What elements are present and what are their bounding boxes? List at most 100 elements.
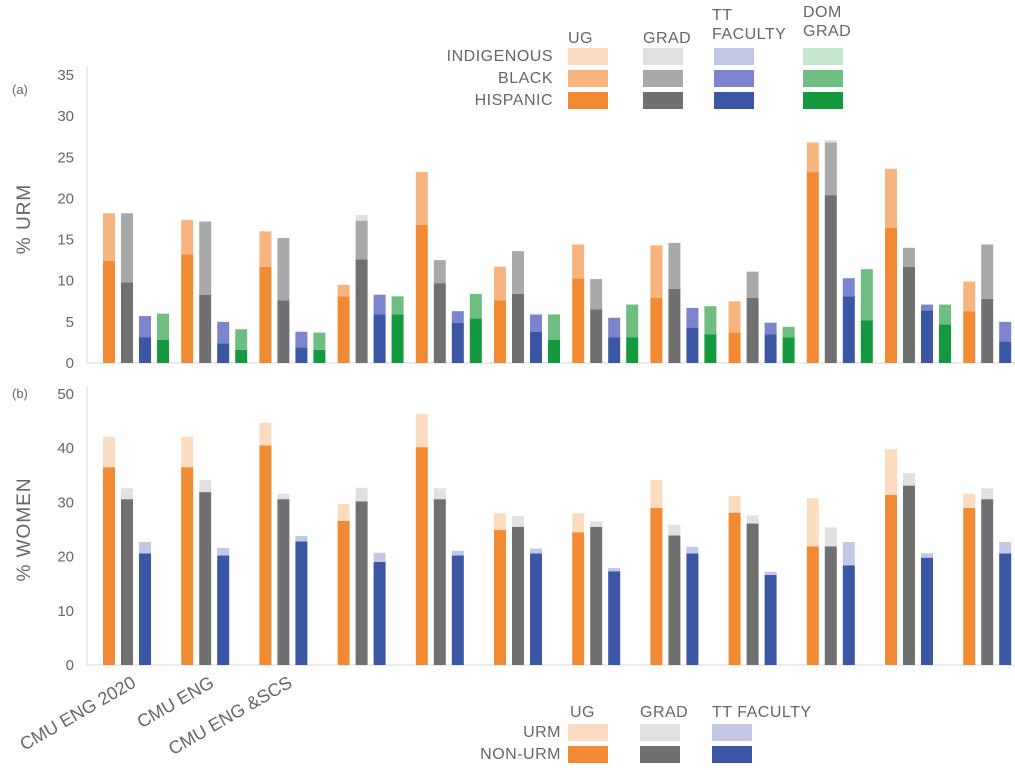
bar-segment-ug-2-1	[259, 231, 272, 267]
bar-segment-ug-7-0	[650, 507, 663, 665]
bar-segment-grad-8-1	[746, 515, 759, 524]
legend-header-2-0: TT FACULTY	[712, 704, 812, 721]
y-tick-label: 20	[57, 190, 74, 207]
legend-row-label-hispanic: HISPANIC	[475, 92, 553, 109]
bar-segment-tt-faculty-1-1	[217, 547, 230, 556]
bar-segment-grad-6-1	[590, 521, 603, 527]
bar-segment-grad-1-1	[199, 480, 212, 493]
y-tick-label: 5	[66, 314, 74, 331]
bar-segment-dom-grad-6-1	[626, 304, 639, 338]
bar-segment-grad-9-0	[824, 195, 837, 363]
legend-header-0-0: UG	[568, 30, 593, 47]
bar-segment-ug-1-0	[181, 254, 194, 363]
bar-segment-dom-grad-4-0	[469, 318, 482, 363]
y-tick-label: 10	[57, 603, 74, 620]
bar-segment-tt-faculty-7-0	[686, 327, 699, 363]
bar-segment-dom-grad-7-0	[704, 334, 717, 363]
bar-segment-tt-faculty-4-0	[451, 555, 464, 665]
bar-segment-ug-2-0	[259, 266, 272, 363]
bar-segment-grad-2-1	[277, 493, 290, 500]
bar-segment-dom-grad-1-1	[235, 329, 248, 350]
bar-segment-dom-grad-3-1	[391, 296, 404, 315]
bar-segment-grad-2-0	[277, 499, 290, 665]
bar-segment-grad-2-0	[277, 300, 290, 363]
bar-segment-tt-faculty-7-1	[686, 307, 699, 328]
bar-segment-ug-11-0	[963, 507, 976, 665]
bar-segment-dom-grad-0-1	[157, 313, 169, 340]
bar-segment-grad-9-1	[824, 142, 837, 196]
y-tick-label: 0	[66, 657, 74, 674]
bar-segment-ug-2-0	[259, 445, 272, 665]
y-tick-label: 20	[57, 549, 74, 566]
bar-segment-ug-3-1	[337, 504, 350, 521]
bar-segment-grad-3-0	[355, 501, 368, 665]
bar-segment-tt-faculty-6-0	[608, 571, 621, 665]
bar-segment-ug-8-0	[728, 332, 741, 363]
bar-segment-ug-7-1	[650, 245, 663, 298]
bar-segment-tt-faculty-7-1	[686, 546, 699, 554]
bar-segment-dom-grad-9-0	[860, 320, 873, 363]
bar-segment-dom-grad-5-0	[548, 339, 560, 363]
bar-segment-grad-2-1	[277, 237, 290, 301]
bar-segment-grad-10-0	[903, 266, 915, 363]
legend-swatch-1-1	[643, 70, 683, 87]
legend-header-2-1: FACULTY	[712, 26, 786, 43]
bar-segment-ug-6-0	[572, 532, 585, 665]
bar-segment-dom-grad-7-1	[704, 306, 717, 335]
bar-segment-ug-9-0	[806, 172, 819, 363]
legend-swatch-3-0	[803, 48, 843, 65]
bar-segment-grad-10-1	[903, 473, 915, 486]
bar-segment-ug-3-0	[337, 520, 350, 665]
bar-segment-ug-5-0	[494, 530, 506, 665]
bar-segment-ug-4-0	[415, 224, 428, 363]
legend-row-label-black: BLACK	[498, 70, 553, 87]
bar-segment-grad-3-1	[355, 487, 368, 502]
bar-segment-ug-1-0	[181, 467, 194, 665]
bar-segment-tt-faculty-8-1	[764, 322, 777, 335]
bar-segment-ug-1-1	[181, 219, 194, 255]
legend-header-1-0: GRAD	[640, 704, 688, 721]
bar-segment-tt-faculty-2-1	[295, 331, 308, 348]
bar-segment-ug-6-1	[572, 513, 585, 533]
bar-segment-grad-9-2	[824, 140, 837, 143]
panel-b-bars	[103, 414, 1012, 665]
bar-segment-grad-4-1	[433, 260, 446, 284]
legend-swatch-0-1	[568, 746, 608, 763]
y-tick-label: 50	[57, 386, 74, 403]
panel-a-label: (a)	[12, 82, 28, 97]
bar-segment-ug-0-1	[103, 436, 115, 468]
bar-segment-grad-8-1	[746, 271, 759, 298]
panel-a-bars	[103, 140, 1012, 363]
bar-segment-grad-4-1	[433, 488, 446, 500]
legend-swatch-2-1	[714, 70, 754, 87]
bar-segment-tt-faculty-10-0	[921, 557, 933, 665]
bar-segment-dom-grad-10-1	[939, 304, 951, 325]
y-tick-label: 35	[57, 67, 74, 84]
bar-segment-tt-faculty-3-0	[373, 562, 386, 665]
bar-segment-grad-7-0	[668, 535, 681, 665]
bar-segment-grad-11-0	[981, 298, 994, 363]
bar-segment-tt-faculty-3-0	[373, 314, 386, 363]
bar-segment-dom-grad-9-1	[860, 269, 873, 321]
y-tick-label: 30	[57, 108, 74, 125]
bar-segment-ug-8-0	[728, 512, 741, 665]
bar-segment-ug-6-1	[572, 244, 585, 279]
bar-segment-ug-4-1	[415, 414, 428, 448]
bar-segment-dom-grad-4-1	[469, 293, 482, 319]
bar-segment-tt-faculty-6-0	[608, 337, 621, 363]
bar-segment-tt-faculty-11-1	[999, 321, 1012, 342]
bar-segment-tt-faculty-7-0	[686, 553, 699, 665]
bar-segment-tt-faculty-6-1	[608, 317, 621, 338]
bar-segment-tt-faculty-1-0	[217, 343, 230, 363]
bar-segment-tt-faculty-0-1	[139, 541, 151, 554]
bar-segment-tt-faculty-2-1	[295, 536, 308, 542]
bar-segment-tt-faculty-11-0	[999, 553, 1012, 665]
bar-segment-dom-grad-8-0	[782, 337, 795, 363]
bar-segment-grad-10-0	[903, 485, 915, 665]
bar-segment-tt-faculty-5-0	[530, 331, 542, 363]
bar-segment-grad-6-0	[590, 526, 603, 665]
bar-segment-grad-5-0	[512, 526, 524, 665]
legend-swatch-2-0	[714, 48, 754, 65]
bar-segment-tt-faculty-8-0	[764, 334, 777, 363]
panel-a-legend: UG GRAD TT FACULTY DOM GRAD INDIGENOUS BLACK HIS…	[447, 4, 851, 109]
